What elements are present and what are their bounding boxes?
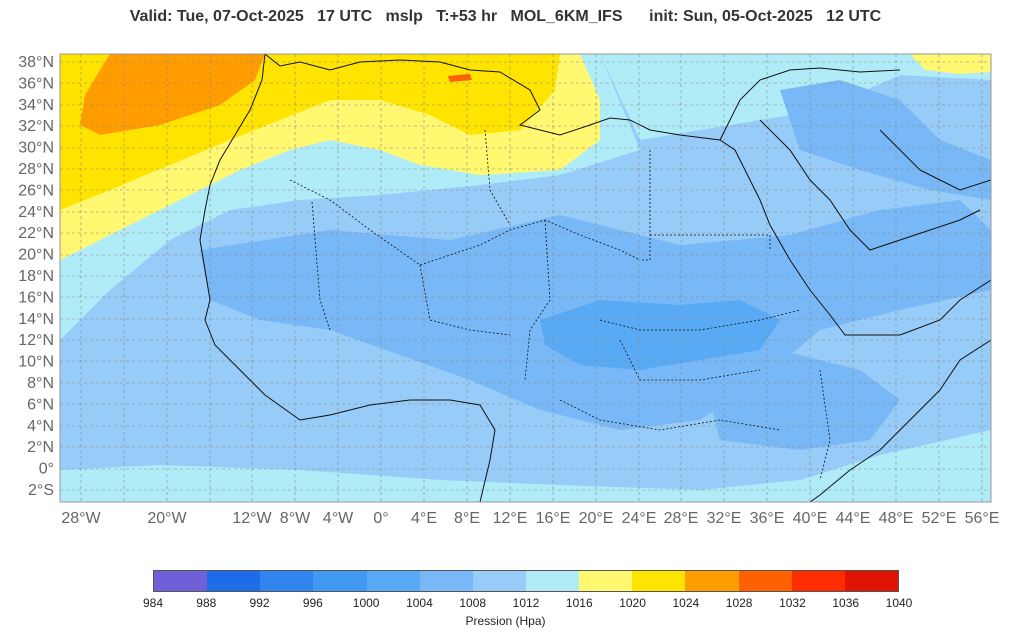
colorbar-swatch [738, 571, 792, 591]
lat-label: 30°N [18, 140, 54, 157]
lat-label: 12°N [18, 332, 54, 349]
colorbar-tick: 1024 [672, 596, 700, 610]
lon-label: 32°E [707, 510, 742, 527]
lat-label: 18°N [18, 268, 54, 285]
colorbar-swatch [525, 571, 580, 591]
lon-label: 52°E [922, 510, 957, 527]
lon-label: 20°E [579, 510, 614, 527]
colorbar-swatch [207, 571, 261, 591]
lon-label: 44°E [836, 510, 871, 527]
borders [289, 129, 831, 481]
colorbar-tick: 1020 [619, 596, 646, 610]
lat-label: 24°N [18, 204, 54, 221]
colorbar-label: Pression (Hpa) [465, 614, 546, 628]
field-1016-ne [910, 54, 991, 74]
colorbar-tick: 1036 [832, 596, 860, 610]
lon-label: 48°E [879, 510, 914, 527]
lon-label: 36°E [750, 510, 785, 527]
colorbar-tick: 1040 [885, 596, 913, 610]
colorbar-tick: 1008 [459, 596, 487, 610]
map-frame [59, 53, 992, 503]
colorbar-swatch [313, 571, 367, 591]
lat-label: 38°N [18, 54, 54, 71]
coastlines [199, 54, 991, 502]
colorbar-tick: 1032 [779, 596, 806, 610]
colorbar-swatch [419, 571, 473, 591]
colorbar-tick: 988 [196, 596, 217, 610]
lat-label: 14°N [18, 311, 54, 328]
graticule [60, 54, 991, 502]
lon-label: 0° [373, 510, 388, 527]
lon-label: 4°E [411, 510, 437, 527]
lon-label: 56°E [965, 510, 1000, 527]
latitude-labels: 38°N 36°N 34°N 32°N 30°N 28°N 26°N 24°N 22°N 20°N… [18, 54, 54, 499]
colorbar-swatch [579, 571, 633, 591]
field-1024-small [448, 74, 472, 82]
colorbar-swatch [154, 571, 208, 591]
colorbar-swatch [844, 571, 898, 591]
lon-label: 12°E [493, 510, 528, 527]
lat-label: 36°N [18, 75, 54, 92]
colorbar-swatch [472, 571, 526, 591]
colorbar-ticks: 984 988 992 996 1000 1004 1008 1012 1016 1020 1024… [143, 596, 912, 612]
field-1000-chad [540, 300, 780, 370]
lon-label: 12°W [232, 510, 272, 527]
lat-label: 10°N [18, 354, 54, 371]
colorbar-tick: 996 [302, 596, 323, 610]
colorbar [153, 570, 899, 592]
colorbar-tick: 1000 [352, 596, 380, 610]
colorbar-tick: 992 [249, 596, 270, 610]
longitude-labels: 28°W 20°W 12°W 8°W 4°W 0° 4°E 8°E 12°E 16°E 20°E 24… [61, 510, 999, 527]
lat-label: 28°N [18, 161, 54, 178]
lat-label: 2°S [28, 482, 54, 499]
colorbar-swatch [632, 571, 686, 591]
lat-label: 20°N [18, 247, 54, 264]
lat-label: 26°N [18, 182, 54, 199]
colorbar-swatch [366, 571, 420, 591]
field-1024 [80, 54, 265, 135]
lat-label: 6°N [27, 396, 54, 413]
lon-label: 8°W [280, 510, 311, 527]
colorbar-tick: 1012 [512, 596, 540, 610]
lat-label: 0° [39, 461, 54, 478]
colorbar-tick: 1004 [406, 596, 433, 610]
colorbar-swatch [685, 571, 739, 591]
lon-label: 40°E [793, 510, 828, 527]
lon-label: 8°E [454, 510, 480, 527]
colorbar-swatch [791, 571, 845, 591]
chart-title: Valid: Tue, 07-Oct-2025 17 UTC mslp T:+5… [129, 8, 882, 25]
lat-label: 22°N [18, 225, 54, 242]
lat-label: 34°N [18, 97, 54, 114]
lon-label: 24°E [622, 510, 657, 527]
lat-label: 8°N [27, 375, 54, 392]
lon-label: 20°W [147, 510, 187, 527]
lon-label: 4°W [323, 510, 354, 527]
colorbar-tick: 1016 [565, 596, 593, 610]
lon-label: 16°E [536, 510, 571, 527]
colorbar-tick: 1028 [725, 596, 753, 610]
lon-label: 28°W [61, 510, 101, 527]
lat-label: 32°N [18, 118, 54, 135]
lat-label: 4°N [27, 418, 54, 435]
colorbar-swatch [260, 571, 314, 591]
field-1004-arabia [780, 80, 991, 200]
lat-label: 2°N [27, 439, 54, 456]
lat-label: 16°N [18, 289, 54, 306]
colorbar-tick: 984 [142, 596, 164, 610]
lon-label: 28°E [664, 510, 699, 527]
field-1012-south [60, 430, 991, 502]
